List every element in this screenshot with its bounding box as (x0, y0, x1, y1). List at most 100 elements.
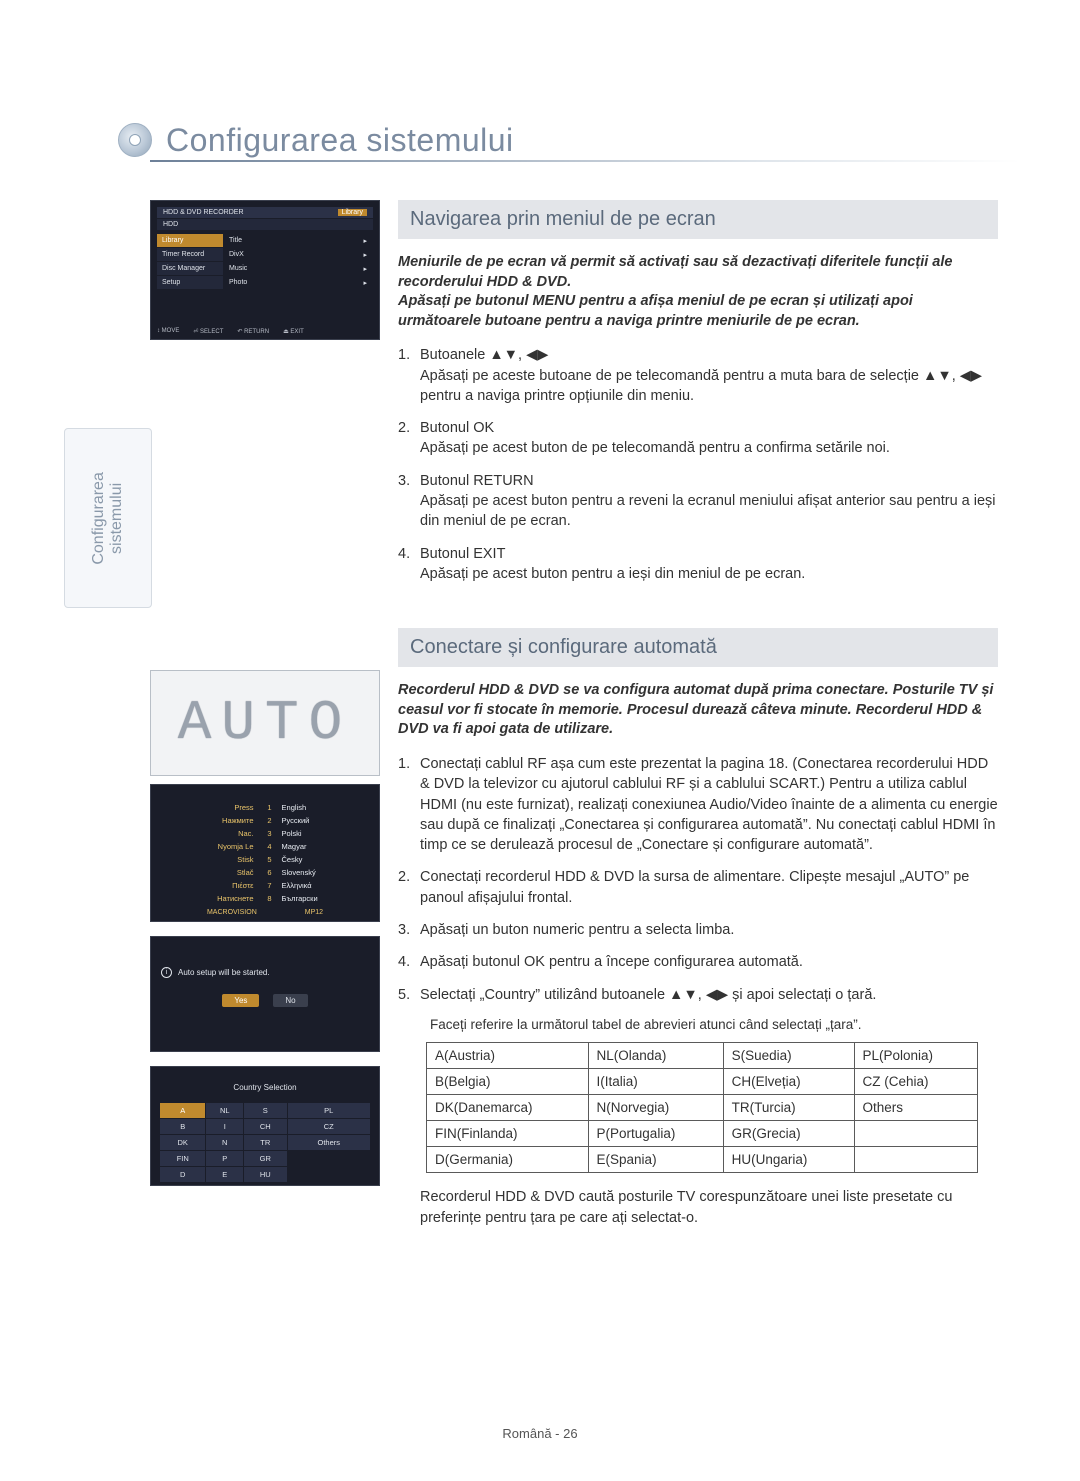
country-cell: P (206, 1151, 244, 1167)
country-abbrev-cell: B(Belgia) (427, 1068, 589, 1094)
country-cell: E (206, 1167, 244, 1183)
page-title: Configurarea sistemului (166, 122, 514, 159)
country-cell: CZ (287, 1119, 370, 1135)
preview1-list-item: DivX▸ (223, 248, 373, 262)
country-cell: B (160, 1119, 206, 1135)
section1-list: 1.Butoanele ▲▼, ◀▶Apăsați pe aceste buto… (398, 345, 998, 584)
country-cell: CH (244, 1119, 287, 1135)
lang-row: Press1English (159, 801, 371, 814)
lang-row: Нажмите2Русский (159, 814, 371, 827)
preview1-badge: Library (338, 209, 367, 216)
country-abbrev-cell: E(Spania) (588, 1146, 723, 1172)
section2-list: 1.Conectați cablul RF așa cum este preze… (398, 754, 998, 1005)
country-abbrev-cell: CH(Elveția) (723, 1068, 854, 1094)
country-abbrev-cell: P(Portugalia) (588, 1120, 723, 1146)
main-content: Navigarea prin meniul de pe ecran Meniur… (398, 200, 998, 1229)
preview-auto-display: AUTO (150, 670, 380, 776)
lang-table: Press1EnglishНажмите2РусскийNac.3PolskiN… (159, 801, 371, 905)
side-tab-text: Configurarea sistemului (90, 472, 127, 565)
info-icon: i (161, 967, 172, 978)
preview1-header: HDD & DVD RECORDER Library (157, 207, 373, 218)
side-section-tab: Configurarea sistemului (64, 428, 152, 608)
preview1-list-item: Music▸ (223, 262, 373, 276)
country-abbrev-cell: TR(Turcia) (723, 1094, 854, 1120)
country-title: Country Selection (159, 1083, 371, 1092)
preview-library-menu: HDD & DVD RECORDER Library HDD LibraryTi… (150, 200, 380, 340)
lang-footer-right: MP12 (305, 909, 323, 916)
preview1-footer: ↕ MOVE⏎ SELECT↶ RETURN⏏ EXIT (157, 328, 373, 335)
country-abbrev-cell: Others (854, 1094, 978, 1120)
country-cell: HU (244, 1167, 287, 1183)
preview1-title: HDD & DVD RECORDER (163, 209, 244, 216)
page-title-bar: Configurarea sistemului (118, 118, 1020, 162)
preview1-menu-item: Setup (157, 276, 223, 289)
section1-item: 3.Butonul RETURNApăsați pe acest buton p… (398, 471, 998, 532)
lang-footer: MACROVISION MP12 (159, 909, 371, 916)
country-cell: NL (206, 1103, 244, 1119)
section2-title: Conectare și configurare automată (398, 628, 998, 667)
country-abbrev-cell: N(Norvegia) (588, 1094, 723, 1120)
country-cell: D (160, 1167, 206, 1183)
country-abbrev-cell: FIN(Finlanda) (427, 1120, 589, 1146)
country-cell: N (206, 1135, 244, 1151)
lang-row: Stisk5Česky (159, 853, 371, 866)
section2-note: Faceți referire la următorul tabel de ab… (430, 1017, 998, 1032)
section1-preamble: Meniurile de pe ecran vă permit să activ… (398, 253, 998, 331)
country-abbrev-cell (854, 1120, 978, 1146)
auto-text: AUTO (178, 691, 352, 755)
country-abbrev-cell: CZ (Cehia) (854, 1068, 978, 1094)
title-underline (150, 160, 1020, 162)
country-cell: Others (287, 1135, 370, 1151)
preview1-footer-item: ⏏ EXIT (283, 328, 304, 335)
section1-item: 1.Butoanele ▲▼, ◀▶Apăsați pe aceste buto… (398, 345, 998, 406)
country-abbrev-cell (854, 1146, 978, 1172)
country-cell: PL (287, 1103, 370, 1119)
preview-language-select: Press1EnglishНажмите2РусскийNac.3PolskiN… (150, 784, 380, 922)
preview1-sub: HDD (157, 219, 373, 230)
country-abbrev-cell: NL(Olanda) (588, 1042, 723, 1068)
section1-item: 4.Butonul EXITApăsați pe acest buton pen… (398, 544, 998, 585)
section2-item: 5.Selectați „Country” utilizând butoanel… (398, 985, 998, 1005)
lang-row: Натиснете8Български (159, 892, 371, 905)
country-abbrev-table: A(Austria)NL(Olanda)S(Suedia)PL(Polonia)… (426, 1042, 978, 1173)
preview1-footer-item: ↕ MOVE (157, 328, 179, 335)
section1-item: 2.Butonul OKApăsați pe acest buton de pe… (398, 418, 998, 459)
country-cell (287, 1167, 370, 1183)
preview1-menu-item: Timer Record (157, 248, 223, 261)
section2-item: 4.Apăsați butonul OK pentru a începe con… (398, 952, 998, 972)
preview-confirm-dialog: i Auto setup will be started. Yes No (150, 936, 380, 1052)
country-abbrev-cell: I(Italia) (588, 1068, 723, 1094)
country-cell: S (244, 1103, 287, 1119)
confirm-message: i Auto setup will be started. (161, 967, 369, 978)
preview1-menu-item: Disc Manager (157, 262, 223, 275)
country-cell: TR (244, 1135, 287, 1151)
preview1-menu-col: LibraryTimer RecordDisc ManagerSetup (157, 234, 223, 290)
lang-row: Nyomja Le4Magyar (159, 840, 371, 853)
country-abbrev-cell: D(Germania) (427, 1146, 589, 1172)
section1-title: Navigarea prin meniul de pe ecran (398, 200, 998, 239)
country-cell: I (206, 1119, 244, 1135)
lang-row: Πιέστε7Ελληνικά (159, 879, 371, 892)
section2-item: 1.Conectați cablul RF așa cum este preze… (398, 754, 998, 855)
country-cell: DK (160, 1135, 206, 1151)
disc-icon (118, 123, 152, 157)
country-cell: FIN (160, 1151, 206, 1167)
preview1-menu-item: Library (157, 234, 223, 247)
section2-item: 3.Apăsați un buton numeric pentru a sele… (398, 920, 998, 940)
section1-preamble-2: Apăsați pe butonul MENU pentru a afișa m… (398, 293, 913, 329)
confirm-yes-button: Yes (222, 994, 259, 1007)
preview1-list-item: Photo▸ (223, 276, 373, 290)
lang-row: Nac.3Polski (159, 827, 371, 840)
country-cell: GR (244, 1151, 287, 1167)
side-tab-line1: Configurarea (90, 472, 107, 565)
section2-preamble: Recorderul HDD & DVD se va configura aut… (398, 681, 998, 740)
country-abbrev-cell: DK(Danemarca) (427, 1094, 589, 1120)
preview1-list-item: Title▸ (223, 234, 373, 248)
lang-footer-left: MACROVISION (207, 909, 257, 916)
country-abbrev-cell: S(Suedia) (723, 1042, 854, 1068)
preview-country-select: Country Selection ANLSPLBICHCZDKNTROther… (150, 1066, 380, 1186)
preview1-list-col: Title▸DivX▸Music▸Photo▸ (223, 234, 373, 290)
page-number: Română - 26 (0, 1426, 1080, 1441)
country-abbrev-cell: HU(Ungaria) (723, 1146, 854, 1172)
confirm-text: Auto setup will be started. (178, 968, 270, 977)
